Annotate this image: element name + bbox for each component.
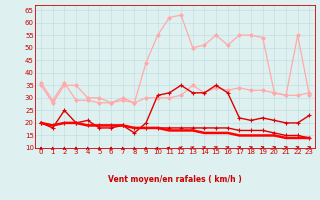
X-axis label: Vent moyen/en rafales ( km/h ): Vent moyen/en rafales ( km/h ) <box>108 175 242 184</box>
